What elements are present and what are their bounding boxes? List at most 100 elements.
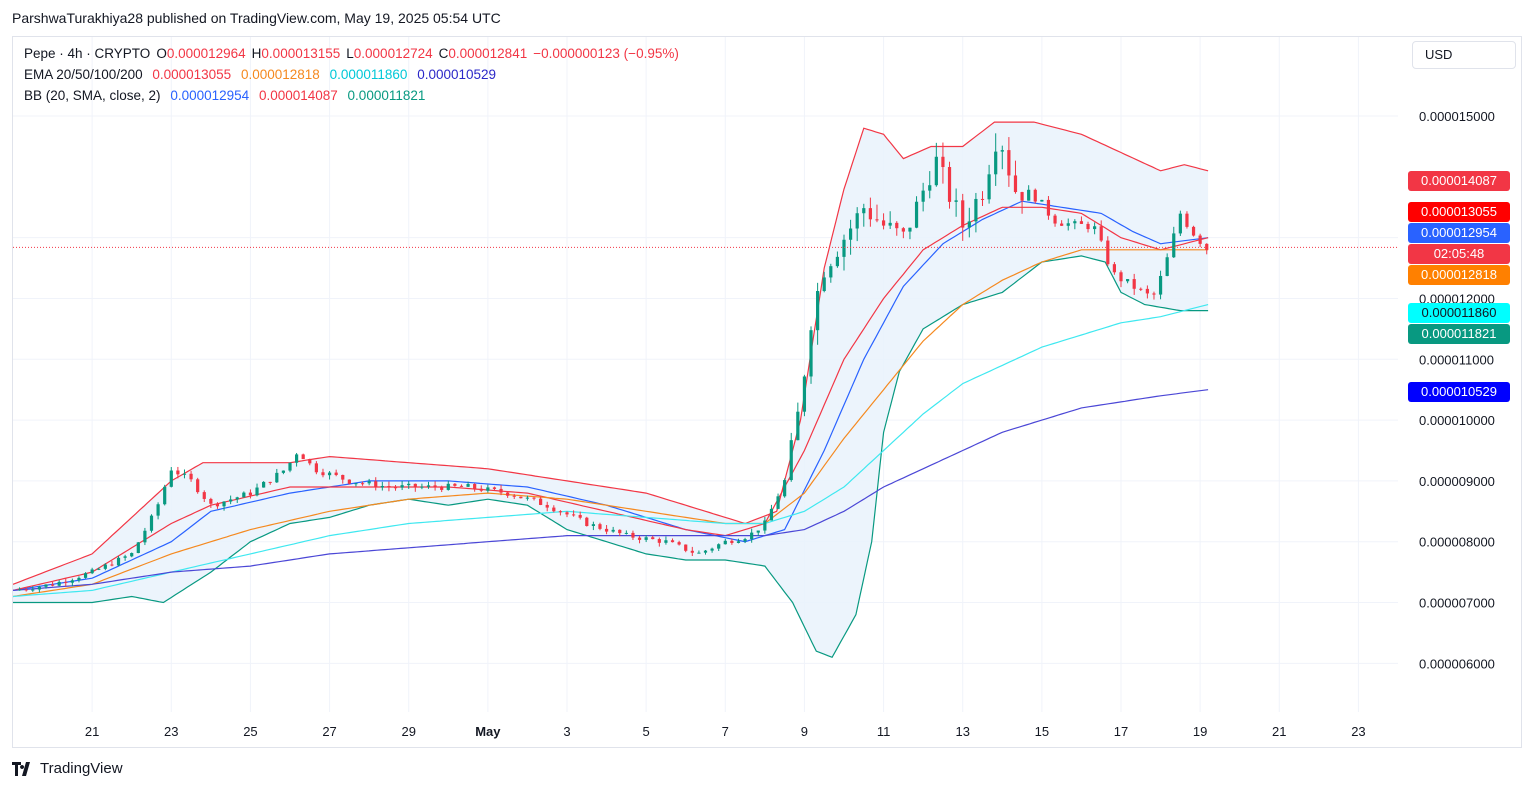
candle-body — [1125, 279, 1130, 282]
candle-body — [459, 485, 464, 487]
candle-body — [947, 167, 952, 202]
x-tick-6: 3 — [563, 724, 570, 739]
x-tick-4: 29 — [401, 724, 415, 739]
y-tick-3: 0.000009000 — [1419, 474, 1495, 489]
candle-body — [578, 515, 582, 518]
candle-body — [1152, 293, 1156, 295]
candle-body — [327, 472, 332, 476]
x-tick-12: 15 — [1035, 724, 1049, 739]
footer-brand: TradingView — [40, 760, 123, 777]
candle-body — [1119, 272, 1123, 282]
candle-body — [446, 483, 450, 490]
tradingview-icon — [12, 761, 30, 776]
tradingview-logo[interactable]: TradingView — [12, 760, 123, 777]
candle-body — [486, 487, 490, 491]
candle-body — [70, 580, 74, 583]
candle-body — [83, 573, 88, 578]
ema20-price-label: 0.000013055 — [1408, 202, 1510, 222]
legend-change: −0.000000123 (−0.95%) — [533, 46, 679, 61]
candle-body — [1046, 199, 1051, 216]
candle-body — [202, 492, 206, 499]
indicator-lines — [12, 121, 1209, 659]
candle-body — [862, 208, 866, 214]
candle-body — [796, 411, 800, 441]
candle-body — [400, 485, 404, 488]
candle-body — [334, 472, 338, 475]
legend-ema-label: EMA 20/50/100/200 — [24, 67, 143, 82]
candle-body — [1013, 175, 1018, 193]
series-ema-20[interactable] — [12, 206, 1209, 591]
candle-body — [426, 485, 431, 487]
candle-body — [1139, 288, 1143, 290]
candle-body — [730, 540, 734, 543]
candle-body — [829, 266, 833, 278]
candle-body — [44, 584, 48, 587]
series-ema-100[interactable] — [12, 304, 1209, 598]
x-tick-1: 23 — [164, 724, 178, 739]
candle-body — [921, 190, 925, 202]
candle-body — [360, 483, 365, 485]
candle-body — [229, 499, 233, 502]
candle-body — [763, 520, 767, 531]
y-tick-2: 0.000008000 — [1419, 535, 1495, 550]
x-tick-14: 19 — [1193, 724, 1207, 739]
candle-body — [1185, 213, 1189, 227]
y-tick-6: 0.000012000 — [1419, 291, 1495, 306]
candle-body — [242, 492, 246, 498]
series-ema-200[interactable] — [12, 389, 1209, 591]
candle-body — [288, 462, 292, 471]
candle-body — [215, 503, 220, 507]
x-tick-15: 21 — [1272, 724, 1286, 739]
legend-bb-label: BB (20, SMA, close, 2) — [24, 88, 161, 103]
candle-body — [585, 517, 589, 526]
series-ema-50[interactable] — [12, 249, 1209, 598]
candle-body — [143, 530, 147, 543]
legend-ema[interactable]: EMA 20/50/100/200 0.000013055 0.00001281… — [24, 67, 502, 82]
x-tick-8: 7 — [722, 724, 729, 739]
candle-body — [690, 550, 694, 553]
currency-selector[interactable]: USD — [1412, 41, 1516, 69]
candle-body — [519, 496, 523, 499]
candle-body — [901, 228, 905, 232]
candle-body — [196, 479, 200, 493]
candle-body — [961, 200, 965, 228]
bollinger-band-fill — [13, 122, 1209, 658]
legend-bb[interactable]: BB (20, SMA, close, 2) 0.000012954 0.000… — [24, 88, 431, 103]
candle-body — [1093, 226, 1097, 230]
legend-ohlc: Pepe · 4h · CRYPTO O0.000012964 H0.0000131… — [24, 46, 685, 61]
candle-body — [710, 548, 714, 551]
candle-body — [868, 208, 872, 220]
x-tick-2: 25 — [243, 724, 257, 739]
legend-symbol[interactable]: Pepe · 4h · CRYPTO — [24, 46, 151, 61]
candle-body — [1172, 233, 1176, 258]
candle-body — [703, 550, 708, 553]
candle-body — [1106, 240, 1110, 265]
candle-body — [77, 577, 81, 581]
candle-body — [539, 498, 543, 505]
candle-body — [684, 544, 688, 551]
candle-body — [275, 472, 279, 483]
candle-body — [776, 496, 780, 509]
candle-body — [1145, 288, 1149, 294]
candle-body — [136, 542, 140, 554]
candle-body — [420, 486, 424, 488]
candle-body — [341, 474, 345, 480]
candle-body — [281, 470, 286, 473]
candle-body — [637, 537, 642, 540]
candle-body — [756, 530, 760, 533]
candle-body — [591, 524, 595, 526]
candle-body — [895, 222, 899, 229]
legend-bb-lower: 0.000011821 — [347, 88, 426, 103]
candle-body — [163, 486, 167, 505]
candle-body — [611, 529, 615, 532]
candle-body — [453, 483, 457, 486]
candle-body — [934, 156, 938, 186]
x-tick-13: 17 — [1114, 724, 1128, 739]
candle-body — [24, 589, 28, 591]
candle-body — [914, 201, 919, 228]
series-bb-upper[interactable] — [12, 121, 1209, 585]
candle-body — [37, 586, 41, 590]
candle-body — [822, 277, 826, 292]
series-bb-lower[interactable] — [13, 255, 1209, 659]
